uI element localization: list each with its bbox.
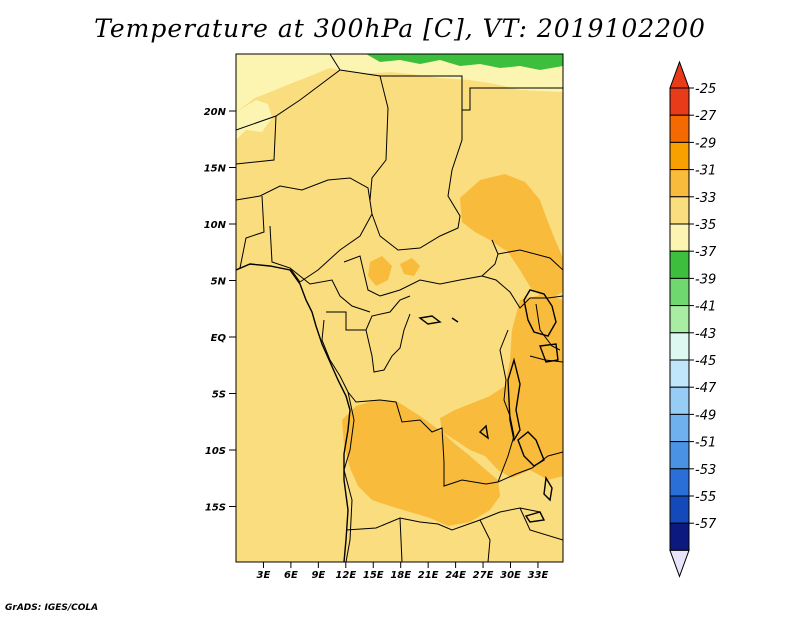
lat-tick-label: 15S — [205, 503, 226, 514]
colorbar-label: -27 — [695, 109, 717, 124]
colorbar-segment — [669, 277, 690, 307]
colorbar-label: -37 — [695, 245, 717, 260]
lat-tick-label: 5N — [211, 277, 227, 288]
colorbar-segment — [669, 305, 690, 334]
latitude-axis: 20N 15N 10N 5N EQ 5S 10S 15S — [204, 107, 236, 514]
map-area — [236, 54, 563, 562]
lat-tick-label: EQ — [211, 333, 227, 344]
longitude-axis: 3E 6E 9E 12E 15E 18E 21E 24E 27E 30E 33E — [257, 562, 549, 581]
colorbar-label: -39 — [695, 272, 716, 287]
colorbar-bottom-triangle — [669, 549, 690, 578]
colorbar-segment — [669, 441, 690, 470]
colorbar-segment — [669, 87, 690, 116]
colorbar-segment — [669, 196, 690, 225]
lon-tick-label: 21E — [418, 570, 439, 581]
colorbar-segment — [669, 359, 690, 388]
colorbar-label: -25 — [695, 82, 716, 97]
colorbar-segment — [669, 141, 690, 171]
colorbar-segment — [669, 332, 690, 361]
colorbar-label: -31 — [695, 164, 716, 179]
colorbar-segment — [669, 413, 690, 443]
colorbar-label: -43 — [695, 327, 716, 342]
colorbar-segment — [669, 114, 690, 143]
shade-region-north — [236, 54, 563, 112]
colorbar-label: -55 — [695, 490, 716, 505]
lon-tick-label: 15E — [363, 570, 384, 581]
colorbar-label: -49 — [695, 408, 716, 423]
colorbar-label: -57 — [695, 517, 717, 532]
lakes-and-coast — [236, 263, 559, 562]
colorbar-segment — [669, 386, 690, 415]
lon-tick-label: 33E — [528, 570, 549, 581]
colorbar-label: -47 — [695, 381, 717, 396]
map-frame — [235, 53, 564, 563]
lat-tick-label: 20N — [204, 107, 227, 118]
lon-tick-label: 30E — [500, 570, 521, 581]
shade-region-northwest — [236, 100, 272, 140]
colorbar-label: -29 — [695, 136, 716, 151]
colorbar-label: -45 — [695, 354, 716, 369]
shade-region-car — [400, 258, 420, 276]
lat-tick-label: 15N — [204, 164, 227, 175]
colorbar-label: -35 — [695, 218, 716, 233]
lon-tick-label: 6E — [284, 570, 298, 581]
colorbar-segment — [669, 522, 690, 551]
colorbar-label: -51 — [695, 436, 716, 451]
lat-tick-label: 10N — [204, 220, 227, 231]
country-borders — [236, 54, 563, 562]
green-region-top — [366, 54, 563, 70]
lat-tick-label: 5S — [212, 390, 226, 401]
software-credit: GrADS: IGES/COLA — [5, 603, 99, 613]
lon-tick-label: 18E — [390, 570, 411, 581]
shade-region-cameroon — [368, 256, 392, 286]
colorbar-segment — [669, 495, 690, 524]
lon-tick-label: 24E — [445, 570, 466, 581]
colorbar: -25 -27 -29 -31 -33 -35 -37 -39 -41 -43 -45 -47 -49 -… — [669, 60, 717, 578]
chart-title: Temperature at 300hPa [C], VT: 201910220… — [94, 14, 706, 43]
colorbar-segment — [669, 169, 690, 198]
colorbar-top-triangle — [669, 60, 690, 89]
colorbar-segment — [669, 223, 690, 252]
shade-region-east-lakes — [440, 294, 563, 480]
lon-tick-label: 27E — [473, 570, 494, 581]
shade-region-south — [342, 400, 500, 526]
lat-tick-label: 10S — [205, 446, 226, 457]
colorbar-label: -53 — [695, 463, 716, 478]
lon-tick-label: 3E — [257, 570, 271, 581]
lon-tick-label: 12E — [335, 570, 356, 581]
colorbar-label: -41 — [695, 300, 716, 315]
colorbar-segment — [669, 250, 690, 279]
colorbar-segment — [669, 468, 690, 497]
colorbar-label: -33 — [695, 191, 716, 206]
shade-region-east-central — [460, 174, 563, 300]
lon-tick-label: 9E — [311, 570, 325, 581]
